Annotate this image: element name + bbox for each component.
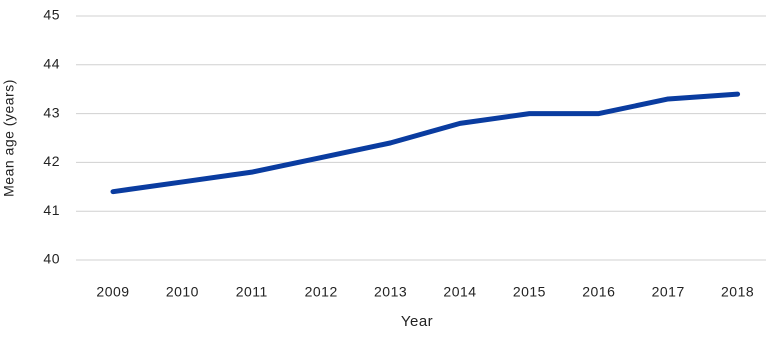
x-axis-title: Year xyxy=(401,313,433,330)
y-tick-label: 43 xyxy=(43,104,60,120)
data-line xyxy=(110,91,741,195)
x-tick-label: 2010 xyxy=(166,284,199,300)
x-tick-label: 2011 xyxy=(236,284,268,300)
x-tick-label: 2013 xyxy=(374,284,407,300)
x-tick-label: 2016 xyxy=(582,284,615,300)
x-tick-label: 2018 xyxy=(721,284,754,300)
y-tick-label: 41 xyxy=(43,202,60,218)
x-tick-label: 2015 xyxy=(513,284,546,300)
x-tick-label: 2017 xyxy=(652,284,685,300)
x-tick-label: 2014 xyxy=(443,284,476,300)
x-tick-label: 2012 xyxy=(305,284,338,300)
y-tick-label: 40 xyxy=(43,251,60,267)
y-axis-title: Mean age (years) xyxy=(1,79,17,197)
x-tick-label: 2009 xyxy=(96,284,129,300)
y-tick-label: 44 xyxy=(43,56,60,72)
y-tick-label: 45 xyxy=(43,7,60,23)
y-tick-label: 42 xyxy=(43,153,60,169)
